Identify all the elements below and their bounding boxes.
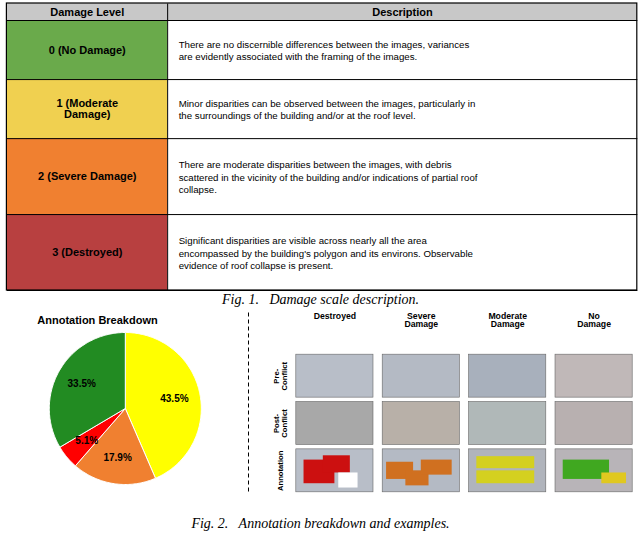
svg-text:Fig. 1. Damage scale descrip: Fig. 1. Damage scale description. <box>221 292 419 307</box>
svg-text:1 (ModerateDamage): 1 (ModerateDamage) <box>56 97 118 120</box>
svg-text:Annotation Breakdown: Annotation Breakdown <box>37 314 158 326</box>
svg-text:SevereDamage: SevereDamage <box>404 311 438 330</box>
svg-text:43.5%: 43.5% <box>160 393 188 404</box>
svg-text:There are moderate disparities: There are moderate disparities between t… <box>179 159 478 195</box>
svg-text:Description: Description <box>372 6 433 18</box>
svg-text:Post-Conflict: Post-Conflict <box>272 409 289 438</box>
svg-text:Fig. 2. Annotation breakdown: Fig. 2. Annotation breakdown and example… <box>190 516 449 531</box>
svg-text:33.5%: 33.5% <box>68 378 96 389</box>
svg-text:Destroyed: Destroyed <box>314 311 357 321</box>
svg-text:0 (No Damage): 0 (No Damage) <box>49 44 126 56</box>
svg-text:NoDamage: NoDamage <box>577 311 611 330</box>
svg-text:2 (Severe Damage): 2 (Severe Damage) <box>38 170 137 182</box>
svg-text:ModerateDamage: ModerateDamage <box>488 311 527 330</box>
svg-text:5.1%: 5.1% <box>75 435 98 446</box>
svg-text:3 (Destroyed): 3 (Destroyed) <box>52 246 123 258</box>
svg-text:Damage Level: Damage Level <box>50 6 124 18</box>
svg-text:Minor disparities can be obser: Minor disparities can be observed betwee… <box>179 98 476 122</box>
svg-text:Annotation: Annotation <box>276 450 285 491</box>
svg-text:There are no discernible diffe: There are no discernible differences bet… <box>179 39 470 63</box>
svg-text:Significant disparities are vi: Significant disparities are visible acro… <box>179 235 473 271</box>
svg-text:Pre-Conflict: Pre-Conflict <box>272 361 289 390</box>
svg-text:17.9%: 17.9% <box>103 452 131 463</box>
